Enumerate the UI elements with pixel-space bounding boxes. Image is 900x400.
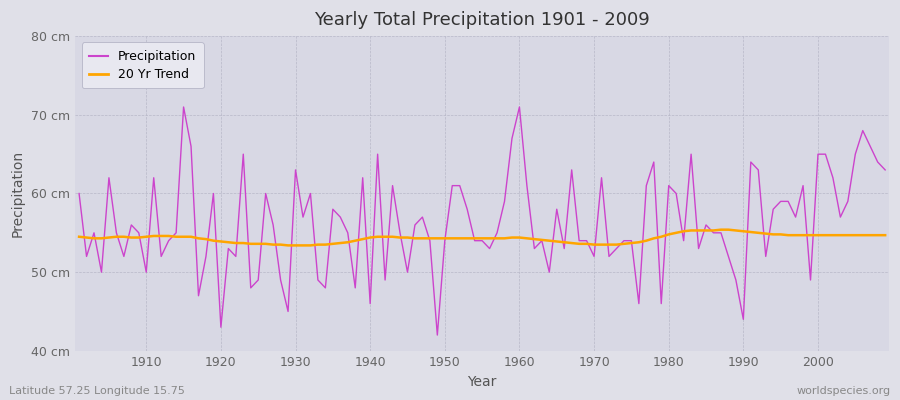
X-axis label: Year: Year bbox=[467, 375, 497, 389]
Title: Yearly Total Precipitation 1901 - 2009: Yearly Total Precipitation 1901 - 2009 bbox=[314, 11, 650, 29]
Y-axis label: Precipitation: Precipitation bbox=[11, 150, 25, 237]
Legend: Precipitation, 20 Yr Trend: Precipitation, 20 Yr Trend bbox=[82, 42, 203, 88]
Text: Latitude 57.25 Longitude 15.75: Latitude 57.25 Longitude 15.75 bbox=[9, 386, 184, 396]
Text: worldspecies.org: worldspecies.org bbox=[796, 386, 891, 396]
